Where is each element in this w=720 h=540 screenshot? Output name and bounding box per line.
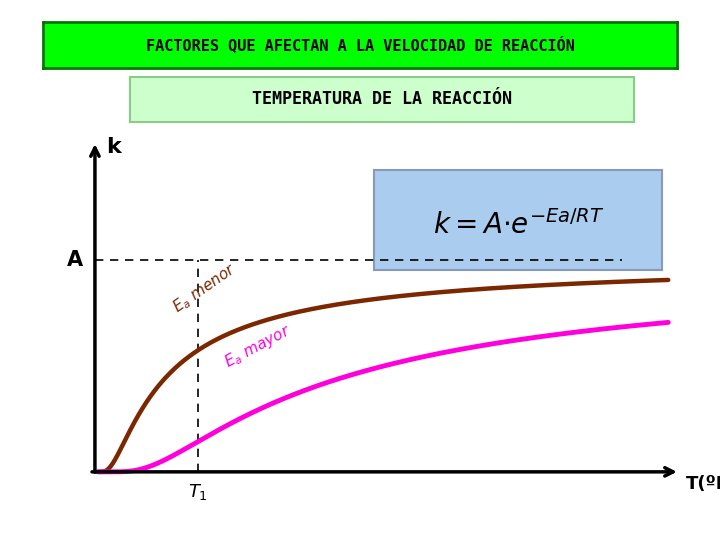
Text: $E_a$ mayor: $E_a$ mayor: [221, 321, 294, 372]
Text: $E_a$ menor: $E_a$ menor: [169, 260, 240, 318]
Text: $k = A{\cdot}e^{-Ea/RT}$: $k = A{\cdot}e^{-Ea/RT}$: [433, 210, 604, 240]
Text: k: k: [107, 138, 121, 158]
Text: A: A: [67, 250, 83, 270]
Text: TEMPERATURA DE LA REACCIÓN: TEMPERATURA DE LA REACCIÓN: [251, 90, 512, 109]
Text: T(ºK): T(ºK): [685, 475, 720, 494]
Text: FACTORES QUE AFECTAN A LA VELOCIDAD DE REACCIÓN: FACTORES QUE AFECTAN A LA VELOCIDAD DE R…: [145, 36, 575, 53]
Text: $T_1$: $T_1$: [188, 482, 208, 502]
